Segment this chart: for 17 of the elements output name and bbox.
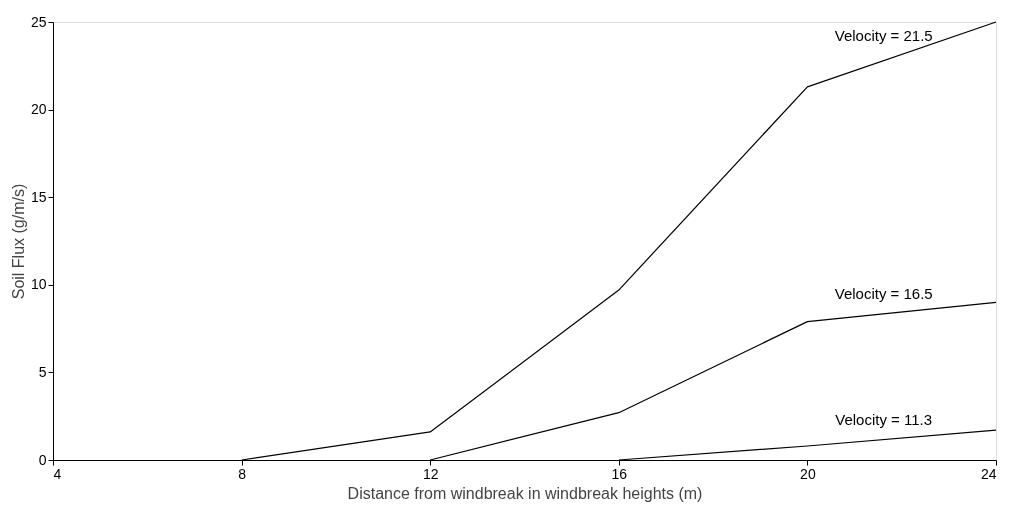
x-tick-label: 8 <box>238 465 247 482</box>
series-label: Velocity = 16.5 <box>834 284 933 302</box>
x-tick-label: 20 <box>800 465 816 482</box>
series-label: Velocity = 11.3 <box>835 411 933 429</box>
x-tick-label: 24 <box>980 465 997 482</box>
y-tick-label: 20 <box>30 101 47 118</box>
y-tick-label: 15 <box>30 188 47 205</box>
y-tick-label: 5 <box>38 363 47 380</box>
series-label: Velocity = 21.5 <box>834 27 933 45</box>
x-axis-title: Distance from windbreak in windbreak heights (m) <box>347 484 703 502</box>
x-tick-label: 16 <box>611 465 628 482</box>
x-tick-label: 12 <box>422 465 439 482</box>
y-tick-label: 0 <box>38 451 47 468</box>
y-tick-label: 25 <box>30 13 47 30</box>
y-tick-label: 10 <box>30 276 47 293</box>
x-tick-label: 4 <box>53 465 62 482</box>
y-axis-title: Soil Flux (g/m/s) <box>9 183 27 300</box>
